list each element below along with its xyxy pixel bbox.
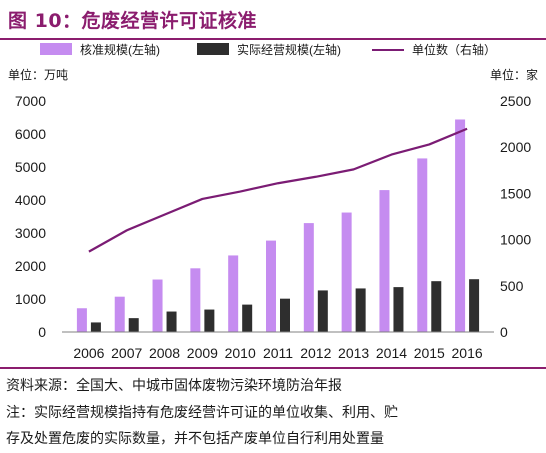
source-divider bbox=[0, 367, 546, 369]
right-axis-tick-label: 2500 bbox=[500, 93, 531, 109]
bar-actual-2006 bbox=[90, 322, 101, 332]
figure-title: 图 10：危废经营许可证核准 bbox=[8, 10, 258, 32]
x-axis-tick-label: 2010 bbox=[225, 345, 256, 361]
footnote-line-2: 存及处置危废的实际数量，并不包括产废单位自行利用处置量 bbox=[6, 431, 384, 447]
bar-approved-2014 bbox=[379, 190, 390, 332]
bar-approved-2015 bbox=[417, 158, 428, 332]
left-axis-tick-label: 0 bbox=[38, 324, 46, 340]
x-axis-tick-label: 2015 bbox=[414, 345, 445, 361]
bar-actual-2010 bbox=[242, 304, 253, 332]
bar-actual-2009 bbox=[204, 309, 215, 332]
line-units-count bbox=[88, 127, 468, 253]
x-axis-tick-label: 2013 bbox=[338, 345, 369, 361]
x-axis-tick-label: 2014 bbox=[376, 345, 407, 361]
bar-approved-2013 bbox=[341, 212, 352, 332]
x-axis-tick-label: 2012 bbox=[300, 345, 331, 361]
x-axis-tick-label: 2008 bbox=[149, 345, 180, 361]
right-axis-unit: 单位：家 bbox=[489, 68, 538, 82]
left-axis-tick-label: 4000 bbox=[15, 192, 46, 208]
bar-actual-2015 bbox=[431, 281, 442, 332]
right-axis-tick-label: 1000 bbox=[500, 232, 531, 248]
x-axis-tick-label: 2011 bbox=[263, 345, 293, 361]
bar-actual-2014 bbox=[393, 287, 404, 332]
bar-approved-2016 bbox=[455, 119, 466, 332]
bar-actual-2008 bbox=[166, 311, 177, 332]
bar-actual-2007 bbox=[128, 318, 139, 332]
left-axis-unit: 单位：万吨 bbox=[8, 68, 69, 82]
footnote-line-1: 注：实际经营规模指持有危废经营许可证的单位收集、利用、贮 bbox=[6, 405, 398, 421]
legend-label-actual: 实际经营规模(左轴) bbox=[237, 42, 341, 57]
bar-approved-2010 bbox=[228, 255, 239, 332]
left-axis-tick-label: 1000 bbox=[15, 291, 46, 307]
bar-actual-2016 bbox=[469, 279, 480, 332]
legend-label-approved: 核准规模(左轴) bbox=[80, 42, 160, 57]
legend-swatch-approved bbox=[40, 43, 72, 55]
right-axis-tick-label: 500 bbox=[500, 278, 524, 294]
right-axis-tick-label: 0 bbox=[500, 324, 508, 340]
right-axis-tick-label: 1500 bbox=[500, 185, 531, 201]
left-axis-tick-label: 2000 bbox=[15, 258, 46, 274]
left-axis-tick-label: 5000 bbox=[15, 159, 46, 175]
bar-approved-2012 bbox=[303, 223, 314, 332]
bar-approved-2007 bbox=[114, 296, 125, 332]
x-axis-tick-label: 2006 bbox=[73, 345, 104, 361]
bar-actual-2013 bbox=[355, 288, 366, 332]
bar-actual-2012 bbox=[317, 290, 328, 332]
bar-approved-2011 bbox=[266, 240, 276, 332]
bar-approved-2008 bbox=[152, 279, 163, 332]
left-axis-tick-label: 7000 bbox=[15, 93, 46, 109]
chart-canvas: 核准规模(左轴) 实际经营规模(左轴) 单位数（右轴） 0 1000 2000 3000 40… bbox=[15, 42, 532, 361]
x-axis-tick-label: 2016 bbox=[452, 345, 483, 361]
left-axis-tick-label: 3000 bbox=[15, 225, 46, 241]
x-axis-tick-label: 2007 bbox=[111, 345, 142, 361]
legend-label-units: 单位数（右轴） bbox=[412, 42, 496, 57]
bar-approved-2009 bbox=[190, 268, 201, 332]
source-note: 资料来源：全国大、中城市固体废物污染环境防治年报 bbox=[6, 378, 342, 394]
x-axis-tick-label: 2009 bbox=[187, 345, 218, 361]
right-axis-tick-label: 2000 bbox=[500, 139, 531, 155]
legend-swatch-actual bbox=[197, 43, 229, 55]
bar-actual-2011 bbox=[280, 298, 290, 332]
left-axis-tick-label: 6000 bbox=[15, 126, 46, 142]
title-divider bbox=[0, 38, 546, 40]
bar-approved-2006 bbox=[76, 308, 87, 332]
